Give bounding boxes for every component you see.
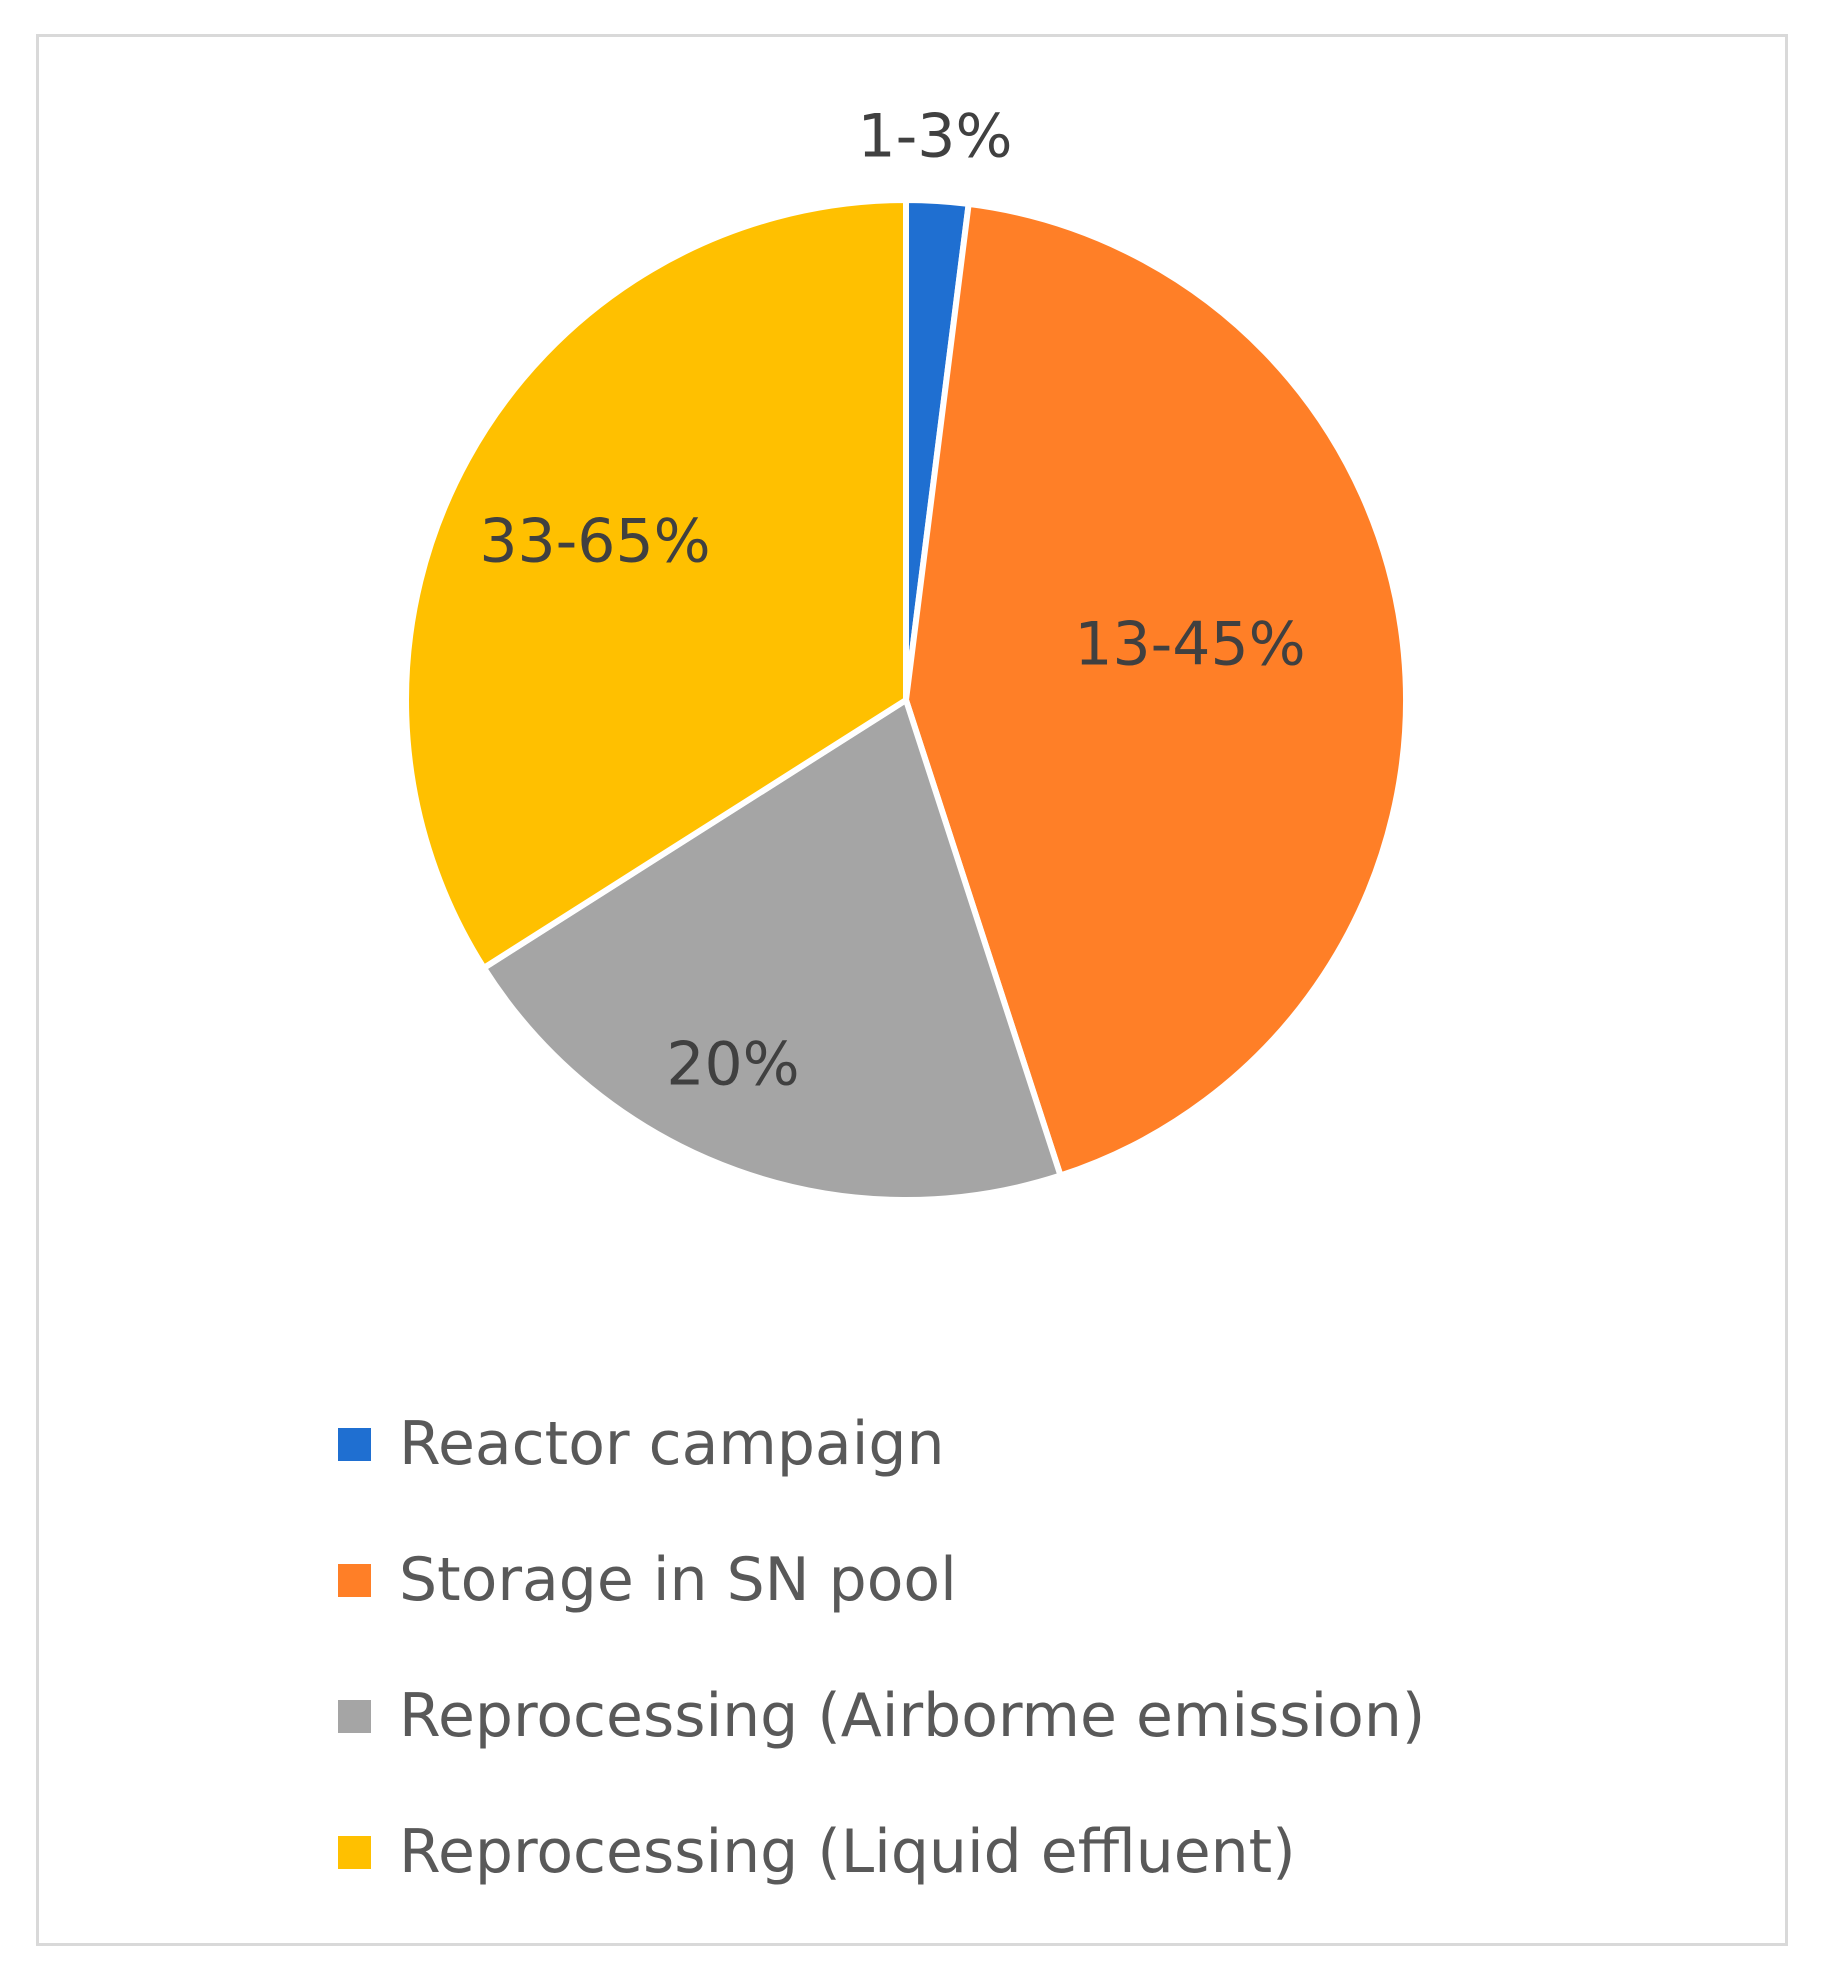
legend-item-4: Reprocessing (Liquid effluent) [338, 1784, 1425, 1920]
data-label-2: 13-45% [1074, 610, 1305, 680]
legend-label-1: Reactor campaign [399, 1409, 945, 1479]
legend-label-2: Storage in SN pool [399, 1545, 957, 1615]
pie-data-labels: 1-3% 13-45% 20% 33-65% [479, 102, 1305, 1100]
data-label-3: 20% [666, 1030, 799, 1100]
pie-slice-3 [480, 697, 1064, 1203]
pie-slice-2 [903, 200, 1410, 1179]
legend-swatch-4 [338, 1835, 371, 1869]
legend-label-3: Reprocessing (Airborme emission) [399, 1681, 1426, 1751]
legend-swatch-1 [338, 1427, 371, 1461]
legend: Reactor campaign Storage in SN pool Reproc… [338, 1376, 1425, 1920]
pie-slices [403, 197, 1410, 1203]
legend-label-4: Reprocessing (Liquid effluent) [399, 1817, 1296, 1887]
data-label-1: 1-3% [857, 102, 1012, 172]
legend-item-2: Storage in SN pool [338, 1512, 1425, 1648]
legend-item-1: Reactor campaign [338, 1376, 1425, 1512]
pie-slice-4 [403, 197, 909, 971]
legend-swatch-2 [338, 1563, 371, 1597]
data-label-4: 33-65% [479, 507, 710, 577]
legend-swatch-3 [338, 1699, 371, 1733]
legend-item-3: Reprocessing (Airborme emission) [338, 1648, 1425, 1784]
